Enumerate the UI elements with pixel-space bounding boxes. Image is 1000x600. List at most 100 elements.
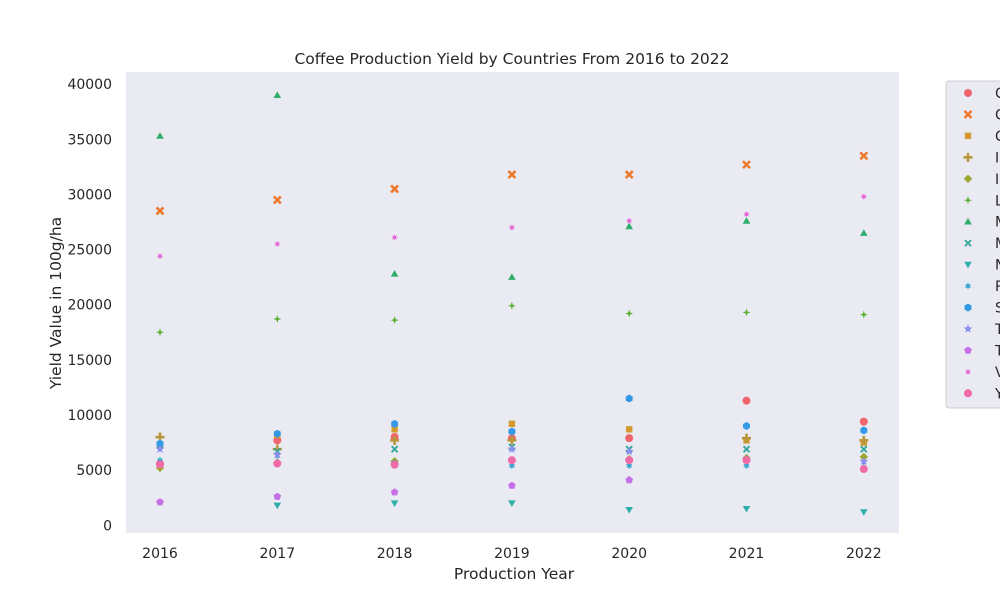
data-point <box>625 394 633 403</box>
data-point <box>742 308 751 317</box>
legend-label: N <box>995 258 1000 274</box>
data-point <box>742 456 751 465</box>
data-point <box>859 151 869 161</box>
legend-label: I <box>995 150 999 166</box>
data-point <box>156 132 164 139</box>
data-point <box>859 456 869 466</box>
legend-marker <box>964 132 972 140</box>
legend-marker <box>964 368 972 376</box>
data-point <box>391 426 398 433</box>
data-point <box>390 460 399 469</box>
y-tick-label: 20000 <box>67 298 112 314</box>
legend-marker <box>964 389 972 398</box>
data-point <box>625 476 633 484</box>
data-point <box>743 211 750 218</box>
y-tick-label: 5000 <box>76 463 112 479</box>
y-tick-label: 35000 <box>67 132 112 148</box>
data-point <box>390 435 400 445</box>
data-point <box>156 328 164 337</box>
legend-label: M <box>995 236 1000 252</box>
data-point <box>625 456 634 465</box>
data-point <box>859 310 868 319</box>
data-point <box>273 459 282 468</box>
legend-label: I <box>995 172 999 188</box>
data-point <box>860 426 868 435</box>
data-point <box>625 434 634 443</box>
data-point <box>156 460 164 469</box>
legend-label: C <box>995 107 1000 123</box>
data-point <box>625 461 633 470</box>
data-point <box>624 170 634 179</box>
data-point <box>743 461 750 470</box>
x-tick-label: 2022 <box>846 546 882 562</box>
x-tick-label: 2017 <box>259 546 295 562</box>
legend-label: T <box>994 322 1000 338</box>
data-point <box>273 91 282 98</box>
x-axis-label: Production Year <box>454 565 575 583</box>
data-point <box>859 229 868 236</box>
data-point <box>273 492 282 500</box>
data-point <box>625 222 634 230</box>
data-point <box>624 446 634 456</box>
legend-marker <box>964 239 972 247</box>
legend-label: S <box>995 301 1000 317</box>
data-point <box>390 270 399 277</box>
legend-marker <box>964 346 972 354</box>
chart-title: Coffee Production Yield by Countries Fro… <box>294 50 729 68</box>
data-point <box>156 498 164 506</box>
legend-label: M <box>995 215 1000 231</box>
data-point <box>273 436 282 445</box>
data-point <box>508 273 516 280</box>
legend-marker <box>963 110 973 119</box>
data-point <box>742 445 751 453</box>
data-point <box>626 217 633 225</box>
data-point <box>742 505 751 513</box>
data-point <box>860 445 868 453</box>
data-point <box>272 450 282 459</box>
legend-marker <box>963 324 973 333</box>
legend-marker <box>964 196 972 205</box>
data-point <box>859 465 868 474</box>
data-point <box>742 217 751 224</box>
data-point <box>508 420 516 428</box>
y-axis-label: Yield Value in 100g/ha <box>47 217 65 390</box>
x-tick-label: 2018 <box>377 546 413 562</box>
data-point <box>859 509 868 516</box>
legend-label: V <box>995 365 1000 381</box>
data-point <box>507 301 516 310</box>
y-tick-label: 25000 <box>67 243 112 259</box>
legend-marker <box>964 89 972 97</box>
y-tick-label: 10000 <box>67 408 112 424</box>
data-point <box>156 252 164 260</box>
data-point <box>625 309 634 318</box>
data-point <box>390 500 399 508</box>
x-tick-label: 2016 <box>142 546 178 562</box>
data-point <box>390 488 399 496</box>
y-tick-label: 0 <box>103 518 112 534</box>
data-point <box>507 435 517 445</box>
legend-marker <box>964 261 972 269</box>
legend-label: L <box>995 193 1000 209</box>
x-tick-label: 2020 <box>611 546 647 562</box>
data-point <box>272 195 282 205</box>
data-point <box>508 461 516 470</box>
plot-area <box>126 72 899 533</box>
legend: CCCIILMMNPSTTVY <box>945 80 1000 409</box>
y-tick-label: 30000 <box>67 187 112 203</box>
data-points <box>155 91 869 516</box>
data-point <box>860 193 867 200</box>
data-point <box>742 160 751 170</box>
data-point <box>859 417 868 426</box>
legend-marker <box>963 152 973 162</box>
data-point <box>508 481 516 489</box>
x-tick-label: 2021 <box>729 546 765 562</box>
data-point <box>743 422 750 431</box>
legend-label: C <box>995 86 1000 102</box>
data-point <box>155 444 165 453</box>
x-tick-label: 2019 <box>494 546 530 562</box>
data-point <box>390 316 399 325</box>
data-point <box>273 315 282 324</box>
data-point <box>508 224 516 231</box>
data-point <box>390 445 399 453</box>
